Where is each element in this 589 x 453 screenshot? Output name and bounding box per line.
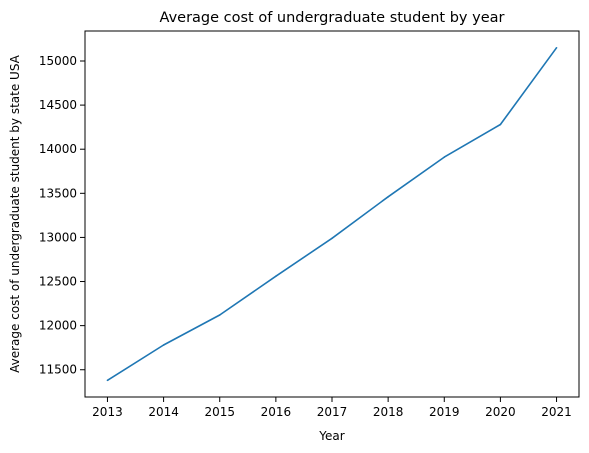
- data-point: [275, 275, 277, 278]
- data-point: [499, 123, 502, 126]
- y-tick-label: 15000: [39, 54, 77, 68]
- data-point: [218, 314, 221, 316]
- x-tick-label: 2014: [148, 405, 179, 419]
- data-point: [555, 46, 558, 49]
- x-tick-label: 2021: [541, 405, 572, 419]
- data-point: [162, 344, 165, 346]
- y-tick-label: 13000: [39, 230, 77, 244]
- data-point: [106, 379, 109, 382]
- y-tick-label: 12000: [39, 319, 77, 333]
- plot-frame: [84, 30, 580, 398]
- x-tick-label: 2018: [373, 405, 404, 419]
- y-tick-label: 11500: [39, 363, 77, 377]
- x-tick-label: 2019: [429, 405, 460, 419]
- data-point: [443, 156, 446, 158]
- y-tick-label: 12500: [39, 275, 77, 289]
- x-tick-label: 2020: [485, 405, 516, 419]
- x-tick-label: 2015: [204, 405, 235, 419]
- y-axis-label: Average cost of undergraduate student by…: [8, 54, 22, 373]
- data-point: [387, 196, 389, 198]
- x-tick-label: 2017: [317, 405, 348, 419]
- y-tick-label: 14000: [39, 142, 77, 156]
- y-tick-label: 13500: [39, 186, 77, 200]
- chart-title: Average cost of undergraduate student by…: [160, 10, 505, 26]
- y-tick-label: 14500: [39, 98, 77, 112]
- x-axis-label: Year: [318, 429, 344, 443]
- x-tick-label: 2013: [92, 405, 123, 419]
- data-point: [331, 237, 333, 240]
- plot-area: 2013 2014 2015 2016 2017 2018 2019 2020 2021 1150…: [39, 30, 580, 419]
- x-tick-label: 2016: [261, 405, 292, 419]
